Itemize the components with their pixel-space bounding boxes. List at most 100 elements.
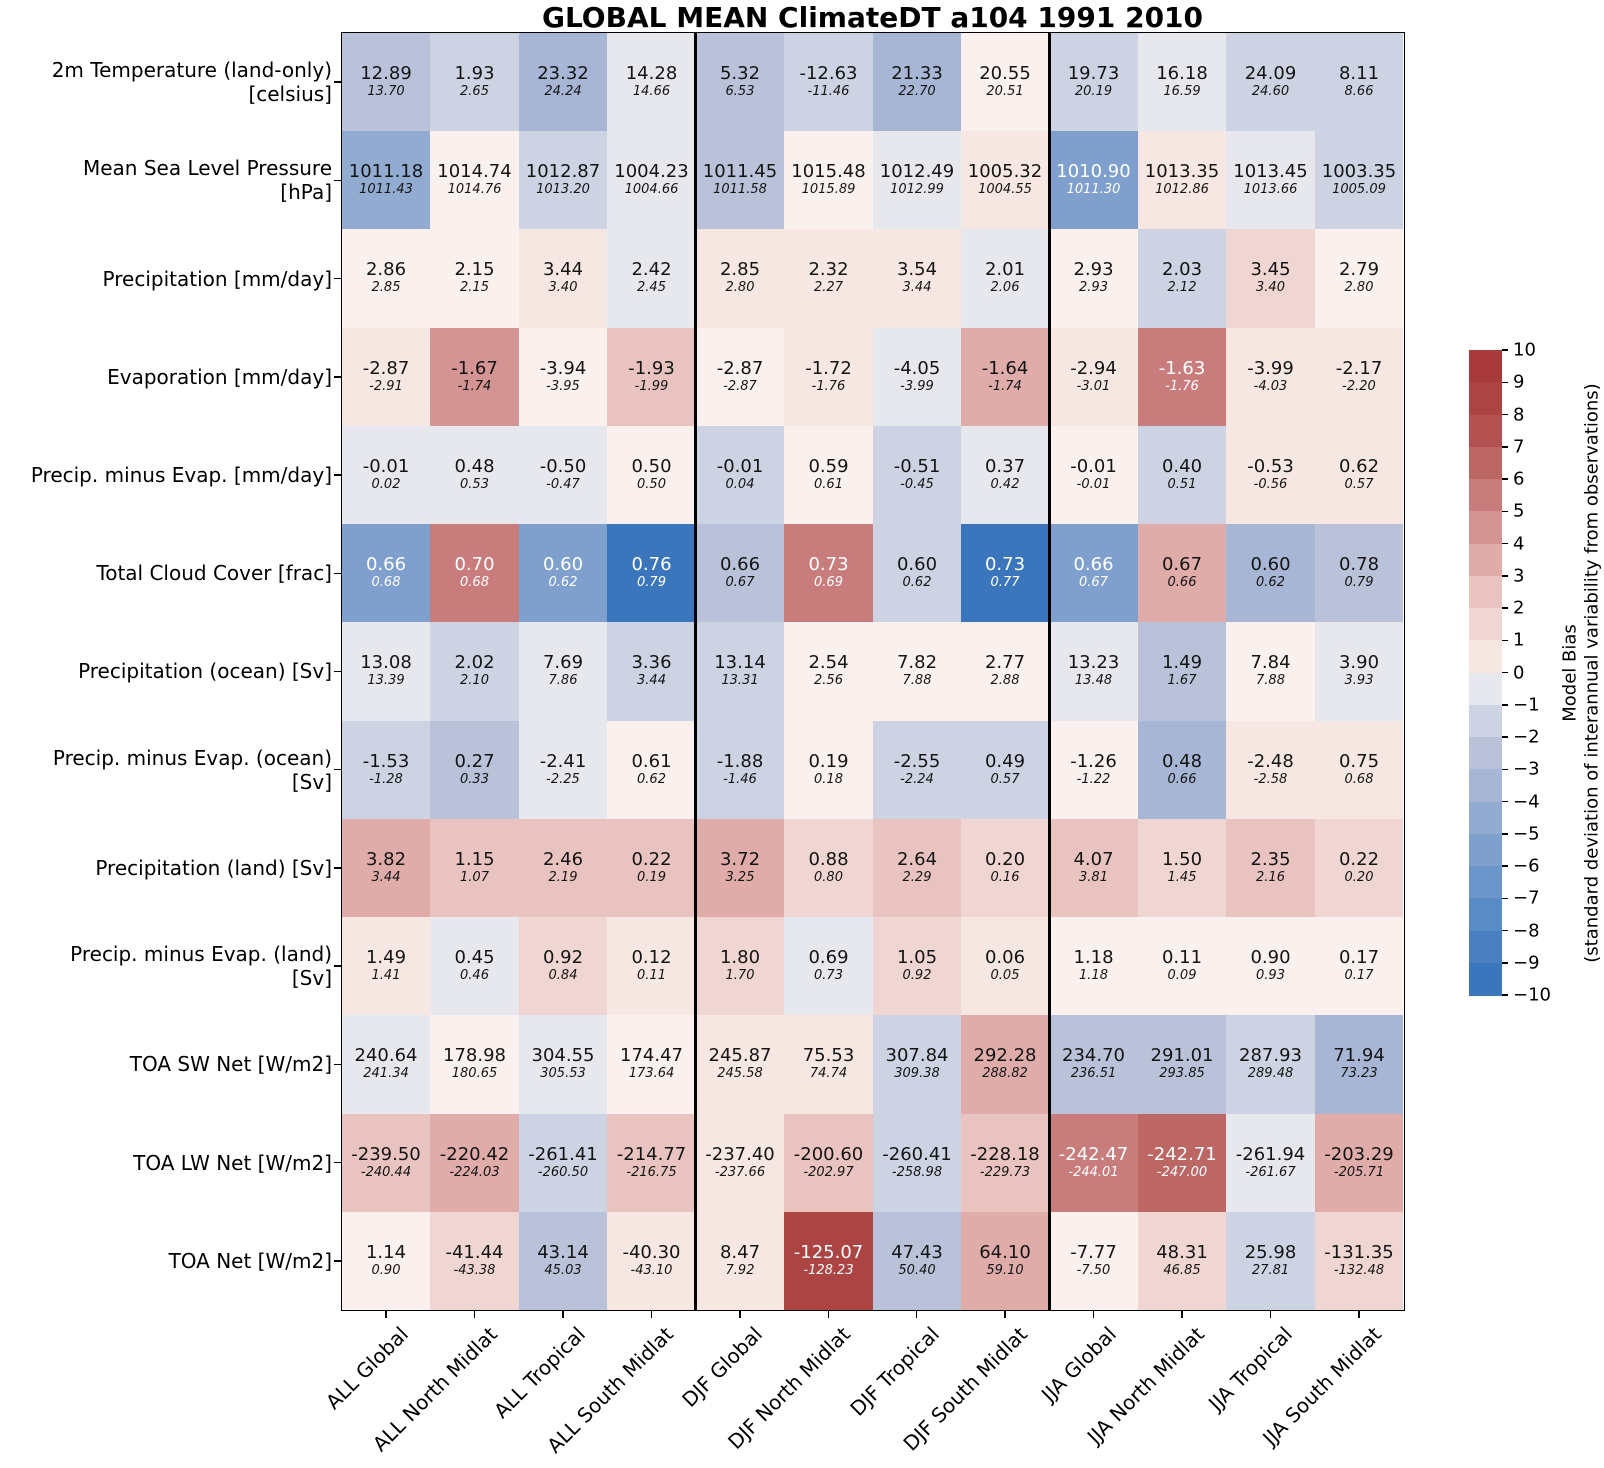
cell-obs-value: 1012.86 xyxy=(1155,181,1209,197)
cell-obs-value: -2.24 xyxy=(900,771,934,787)
cell-obs-value: -261.67 xyxy=(1245,1164,1296,1180)
cell-obs-value: 2.06 xyxy=(990,280,1020,296)
heatmap-cell: 0.62 0.57 xyxy=(1315,426,1403,524)
cell-model-value: -239.50 xyxy=(351,1143,421,1165)
cell-model-value: -12.63 xyxy=(799,62,858,84)
x-axis-tick xyxy=(1181,1310,1183,1318)
heatmap-cell: 304.55 305.53 xyxy=(519,1015,607,1114)
y-axis-tick xyxy=(334,1063,341,1066)
cell-obs-value: -0.56 xyxy=(1253,476,1288,492)
heatmap-cell: -1.72 -1.76 xyxy=(784,328,873,426)
heatmap-cell: 2.93 2.93 xyxy=(1049,229,1138,328)
heatmap-cell: -41.44 -43.38 xyxy=(430,1212,519,1310)
cell-model-value: 1011.18 xyxy=(348,160,424,182)
cell-obs-value: 0.66 xyxy=(1167,771,1197,787)
heatmap-cell: 0.73 0.77 xyxy=(961,524,1049,622)
cell-obs-value: 0.67 xyxy=(725,574,755,590)
season-separator xyxy=(694,32,698,1311)
colorbar-tick xyxy=(1502,994,1508,996)
heatmap-cell: 0.48 0.66 xyxy=(1138,721,1226,819)
cell-model-value: 0.66 xyxy=(719,553,761,575)
row-label: Total Cloud Cover [frac] xyxy=(96,561,332,586)
cell-obs-value: 0.42 xyxy=(990,476,1020,492)
cell-model-value: 4.07 xyxy=(1073,848,1114,870)
cell-obs-value: -1.76 xyxy=(1165,378,1199,394)
colorbar-bin xyxy=(1469,382,1502,415)
cell-model-value: 25.98 xyxy=(1244,1241,1297,1263)
cell-model-value: 0.73 xyxy=(984,553,1026,575)
colorbar-tick-label: 8 xyxy=(1513,404,1525,425)
colorbar-tick-label: 10 xyxy=(1513,339,1536,361)
cell-model-value: 0.78 xyxy=(1338,553,1380,575)
colorbar-bin xyxy=(1469,930,1502,964)
cell-obs-value: 0.46 xyxy=(460,967,489,983)
heatmap-cell: 0.60 0.62 xyxy=(1226,524,1315,622)
colorbar-tick-label: −2 xyxy=(1513,726,1540,748)
cell-obs-value: -1.74 xyxy=(988,378,1022,394)
heatmap-cell: 8.47 7.92 xyxy=(696,1212,784,1310)
cell-model-value: 3.44 xyxy=(542,259,584,281)
heatmap-cell: -3.94 -3.95 xyxy=(519,328,607,426)
row-label: TOA Net [W/m2] xyxy=(168,1248,332,1273)
heatmap-cell: 292.28 288.82 xyxy=(961,1015,1049,1114)
heatmap-cell: 24.09 24.60 xyxy=(1226,33,1315,131)
x-axis-tick xyxy=(739,1310,741,1318)
cell-obs-value: 0.84 xyxy=(548,967,578,983)
cell-model-value: -237.40 xyxy=(705,1143,775,1165)
heatmap-cell: 3.72 3.25 xyxy=(696,819,784,917)
heatmap-cell: -0.01 -0.01 xyxy=(1049,426,1138,524)
cell-model-value: 0.75 xyxy=(1338,750,1380,772)
colorbar-bin xyxy=(1469,704,1502,738)
chart-title: GLOBAL MEAN ClimateDT a104 1991 2010 xyxy=(541,1,1204,34)
colorbar-tick-label: −6 xyxy=(1513,855,1540,877)
heatmap-cell: 2.42 2.45 xyxy=(607,229,696,328)
cell-model-value: 0.67 xyxy=(1161,553,1203,575)
cell-obs-value: -2.25 xyxy=(546,771,580,787)
row-label: 2m Temperature (land-only) [celsius] xyxy=(51,58,332,107)
colorbar-tick xyxy=(1502,768,1508,770)
cell-model-value: 23.32 xyxy=(537,62,589,84)
heatmap-cell: 1.50 1.45 xyxy=(1138,819,1226,917)
cell-model-value: 1015.48 xyxy=(791,160,866,182)
cell-obs-value: 46.85 xyxy=(1163,1262,1201,1278)
cell-obs-value: -1.99 xyxy=(634,378,669,394)
cell-obs-value: 0.51 xyxy=(1167,476,1197,492)
cell-model-value: -0.01 xyxy=(716,455,764,477)
cell-model-value: 13.23 xyxy=(1067,652,1120,674)
heatmap-cell: 1.49 1.41 xyxy=(342,917,430,1015)
heatmap-cell: -131.35 -132.48 xyxy=(1315,1212,1403,1310)
cell-model-value: 47.43 xyxy=(891,1241,943,1263)
cell-model-value: -125.07 xyxy=(793,1241,864,1263)
heatmap-cell: 13.23 13.48 xyxy=(1049,622,1138,721)
cell-model-value: 71.94 xyxy=(1333,1045,1385,1067)
y-axis-tick xyxy=(334,1161,341,1164)
cell-obs-value: 24.60 xyxy=(1251,83,1290,99)
cell-obs-value: 173.64 xyxy=(628,1066,675,1082)
heatmap-cell: 1012.87 1013.20 xyxy=(519,131,607,229)
cell-obs-value: 1.07 xyxy=(460,869,489,885)
cell-model-value: 7.82 xyxy=(896,652,938,674)
cell-obs-value: 7.88 xyxy=(902,673,932,689)
cell-model-value: 0.61 xyxy=(631,750,672,772)
cell-model-value: 0.19 xyxy=(808,750,849,772)
heatmap-cell: -7.77 -7.50 xyxy=(1049,1212,1138,1310)
colorbar-label: Model Bias xyxy=(1559,623,1581,722)
cell-obs-value: 293.85 xyxy=(1159,1066,1205,1082)
cell-obs-value: -1.46 xyxy=(723,771,757,787)
cell-obs-value: 289.48 xyxy=(1247,1066,1294,1082)
heatmap-cell: 1.15 1.07 xyxy=(430,819,519,917)
cell-obs-value: -4.03 xyxy=(1253,378,1288,394)
colorbar-tick xyxy=(1502,349,1508,351)
colorbar-tick xyxy=(1502,865,1508,867)
cell-obs-value: -229.73 xyxy=(979,1164,1031,1180)
heatmap-cell: 23.32 24.24 xyxy=(519,33,607,131)
heatmap-cell: 0.60 0.62 xyxy=(873,524,961,622)
cell-model-value: -1.63 xyxy=(1158,357,1206,379)
heatmap-cell: -0.01 0.02 xyxy=(342,426,430,524)
colorbar-bin xyxy=(1469,511,1502,544)
cell-model-value: 1.93 xyxy=(454,62,495,84)
cell-model-value: 16.18 xyxy=(1156,62,1208,84)
cell-model-value: 2.03 xyxy=(1161,259,1203,281)
cell-obs-value: 2.10 xyxy=(460,673,489,689)
cell-model-value: 20.55 xyxy=(979,62,1031,84)
